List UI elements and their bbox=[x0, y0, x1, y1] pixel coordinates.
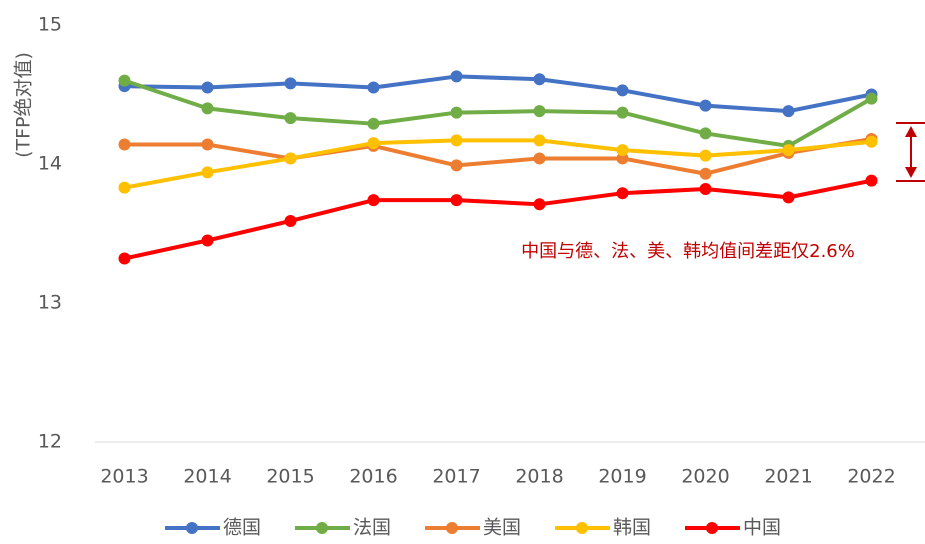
legend-marker bbox=[706, 522, 718, 534]
data-point bbox=[699, 167, 712, 180]
x-tick-label: 2014 bbox=[183, 466, 231, 488]
data-point bbox=[118, 181, 131, 194]
data-point bbox=[201, 81, 214, 94]
x-tick-label: 2016 bbox=[349, 466, 397, 488]
legend-label: 中国 bbox=[743, 517, 781, 539]
data-point bbox=[865, 174, 878, 187]
legend-label: 德国 bbox=[223, 517, 261, 539]
gap-bracket bbox=[896, 122, 925, 182]
data-point bbox=[533, 73, 546, 86]
y-tick-label: 13 bbox=[38, 292, 62, 314]
data-point bbox=[450, 194, 463, 207]
data-point bbox=[782, 144, 795, 157]
data-point bbox=[367, 137, 380, 150]
data-point bbox=[782, 105, 795, 118]
data-point bbox=[533, 134, 546, 147]
data-point bbox=[118, 252, 131, 265]
x-tick-label: 2021 bbox=[764, 466, 812, 488]
data-point bbox=[865, 135, 878, 148]
series-line bbox=[124, 138, 872, 190]
data-point bbox=[616, 152, 629, 165]
series-line bbox=[124, 74, 872, 114]
data-point bbox=[699, 183, 712, 196]
data-point bbox=[284, 112, 297, 125]
data-point bbox=[699, 149, 712, 162]
data-point bbox=[201, 234, 214, 247]
series-line bbox=[124, 178, 872, 261]
data-point bbox=[201, 138, 214, 151]
y-tick-label: 14 bbox=[38, 153, 62, 175]
x-tick-label: 2017 bbox=[432, 466, 480, 488]
data-point bbox=[284, 152, 297, 165]
data-point bbox=[367, 117, 380, 130]
legend-marker bbox=[186, 522, 198, 534]
data-point bbox=[533, 152, 546, 165]
data-point bbox=[450, 70, 463, 83]
y-axis-label: (TFP绝对值) bbox=[13, 52, 35, 158]
data-point bbox=[699, 99, 712, 112]
legend-marker bbox=[576, 522, 588, 534]
legend-marker bbox=[446, 522, 458, 534]
annotation: 中国与德、法、美、韩均值间差距仅2.6% bbox=[521, 241, 855, 262]
data-point bbox=[450, 134, 463, 147]
data-point bbox=[201, 102, 214, 115]
x-tick-label: 2015 bbox=[266, 466, 314, 488]
data-point bbox=[782, 191, 795, 204]
series-line bbox=[123, 78, 873, 148]
data-point bbox=[450, 106, 463, 119]
legend-label: 法国 bbox=[353, 517, 391, 539]
data-point bbox=[865, 92, 878, 105]
series-line bbox=[124, 137, 872, 176]
data-point bbox=[533, 105, 546, 118]
y-tick-label: 12 bbox=[38, 431, 62, 453]
data-point bbox=[616, 106, 629, 119]
legend-marker bbox=[316, 522, 328, 534]
data-point bbox=[616, 187, 629, 200]
data-point bbox=[284, 214, 297, 227]
y-tick-label: 15 bbox=[38, 14, 62, 36]
data-point bbox=[118, 74, 131, 87]
data-point bbox=[616, 84, 629, 97]
data-point bbox=[616, 144, 629, 157]
x-tick-label: 2019 bbox=[598, 466, 646, 488]
x-tick-label: 2020 bbox=[681, 466, 729, 488]
data-point bbox=[201, 166, 214, 179]
data-point bbox=[367, 194, 380, 207]
x-tick-label: 2022 bbox=[847, 466, 895, 488]
legend-label: 韩国 bbox=[613, 517, 651, 539]
data-point bbox=[118, 138, 131, 151]
data-point bbox=[450, 159, 463, 172]
data-point bbox=[284, 77, 297, 90]
data-point bbox=[367, 81, 380, 94]
legend-label: 美国 bbox=[483, 517, 521, 539]
data-point bbox=[533, 198, 546, 211]
x-tick-label: 2018 bbox=[515, 466, 563, 488]
data-point bbox=[699, 127, 712, 140]
x-tick-label: 2013 bbox=[100, 466, 148, 488]
